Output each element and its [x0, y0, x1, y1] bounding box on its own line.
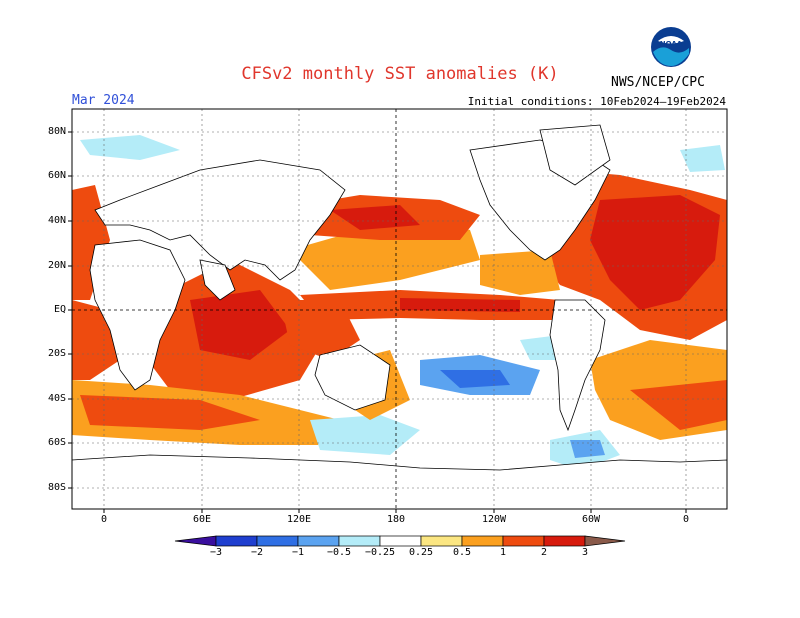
svg-text:NOAA: NOAA	[660, 40, 683, 48]
colorbar-bin	[256, 535, 299, 547]
colorbar	[174, 535, 626, 547]
lat-label: 40N	[47, 215, 66, 226]
colorbar-bin	[502, 535, 545, 547]
colorbar-label: 1	[499, 547, 507, 558]
forecast-month: Mar 2024	[72, 93, 135, 108]
colorbar-label: 0.25	[408, 547, 434, 558]
colorbar-label: −1	[291, 547, 305, 558]
colorbar-high-arrow	[584, 535, 626, 547]
lat-label: 80S	[47, 482, 66, 493]
colorbar-label: 3	[581, 547, 589, 558]
colorbar-label: −0.5	[326, 547, 352, 558]
lon-label: 180	[386, 514, 406, 525]
sst-anomaly-field	[72, 135, 727, 470]
lat-label: 60S	[47, 437, 66, 448]
lat-label: 40S	[47, 393, 66, 404]
colorbar-bin	[420, 535, 463, 547]
initial-conditions: Initial conditions: 10Feb2024—19Feb2024	[467, 95, 726, 108]
lat-label: 80N	[47, 126, 66, 137]
colorbar-bin	[338, 535, 381, 547]
colorbar-bin	[543, 535, 586, 547]
lon-label: 0	[100, 514, 108, 525]
equator-and-dateline	[72, 109, 727, 509]
continents	[72, 124, 727, 509]
colorbar-label: 0.5	[452, 547, 472, 558]
lon-label: 0	[682, 514, 690, 525]
lat-label: 60N	[47, 170, 66, 181]
colorbar-label: −0.25	[364, 547, 396, 558]
axis-ticks	[68, 131, 687, 513]
lon-label: 120W	[481, 514, 507, 525]
colorbar-label: −3	[209, 547, 223, 558]
lon-label: 120E	[286, 514, 312, 525]
colorbar-bin	[379, 535, 422, 547]
colorbar-label: −2	[250, 547, 264, 558]
chart-title: CFSv2 monthly SST anomalies (K)	[241, 64, 559, 84]
lat-label: EQ	[53, 304, 66, 315]
colorbar-bin	[297, 535, 340, 547]
map-frame	[71, 108, 728, 510]
lon-label: 60W	[581, 514, 601, 525]
lon-label: 60E	[192, 514, 212, 525]
colorbar-low-arrow	[174, 535, 217, 547]
colorbar-bin	[215, 535, 258, 547]
lat-label: 20S	[47, 348, 66, 359]
lat-label: 20N	[47, 260, 66, 271]
map-gridlines	[72, 109, 727, 509]
colorbar-label: 2	[540, 547, 548, 558]
noaa-logo: NOAA	[650, 26, 692, 68]
agency-label: NWS/NCEP/CPC	[611, 75, 705, 90]
colorbar-bin	[461, 535, 504, 547]
